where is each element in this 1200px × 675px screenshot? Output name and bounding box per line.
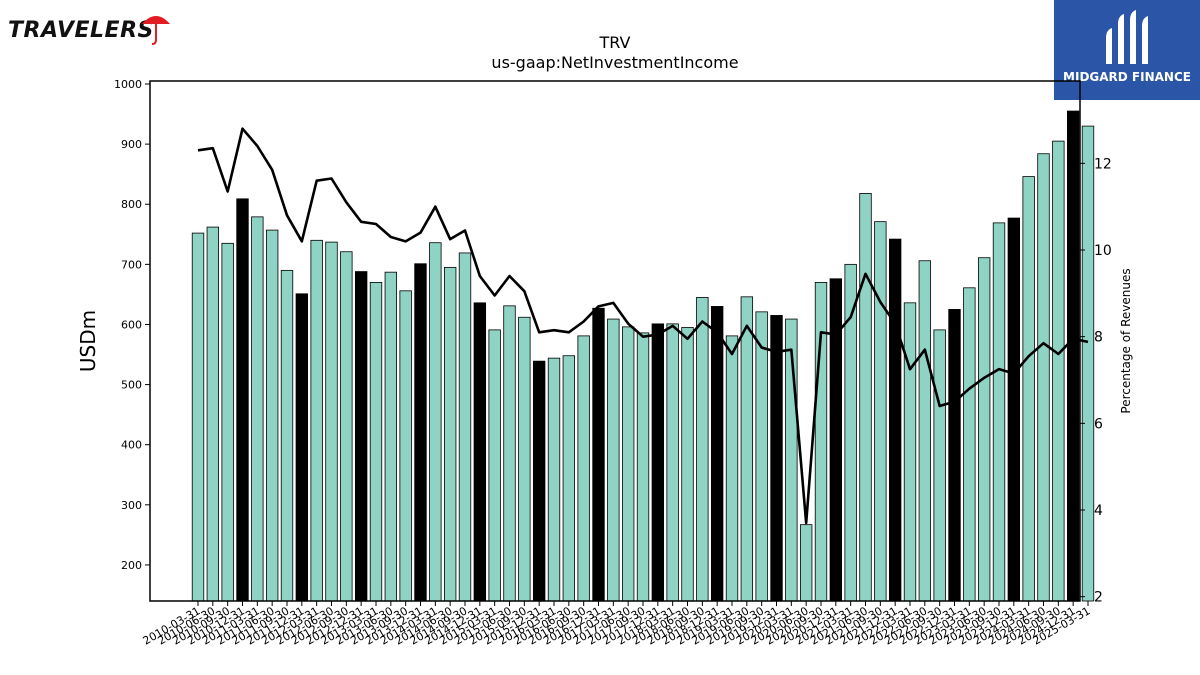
bar-2024-06-30 [1037, 153, 1050, 602]
bar-2019-03-31 [725, 335, 739, 602]
y2-tick-label-2: 2 [1094, 590, 1103, 606]
bar-2010-12-31 [236, 198, 249, 602]
bar-2011-06-30 [265, 229, 279, 602]
bar-2015-03-31 [488, 329, 501, 602]
bar-2021-12-31 [888, 238, 902, 602]
bar-2013-09-30 [399, 290, 412, 602]
bar-2023-06-30 [977, 257, 991, 602]
midgard-finance-logo: MIDGARD FINANCE [1054, 0, 1200, 100]
bar-2020-06-30 [799, 524, 813, 602]
bar-2016-03-31 [547, 357, 561, 602]
bar-2015-09-30 [518, 316, 531, 602]
revenue-pct-polyline [197, 127, 1089, 525]
x-axis-ticks: 2010-03-312010-06-302010-09-302010-12-31… [141, 601, 1093, 648]
bar-2016-09-30 [577, 335, 590, 602]
bar-2011-12-31 [295, 293, 309, 602]
bar-2022-06-30 [918, 260, 932, 602]
bar-2024-12-31 [1066, 110, 1080, 602]
bar-2011-03-31 [251, 216, 264, 602]
y2-tick-label-10: 10 [1094, 243, 1112, 259]
bar-2024-03-31 [1022, 176, 1035, 602]
y-tick-label-900: 900 [121, 138, 142, 151]
bar-2023-09-30 [992, 222, 1006, 602]
bar-2015-06-30 [503, 305, 516, 602]
bar-2014-12-31 [473, 302, 487, 602]
y-tick-label-500: 500 [121, 379, 142, 392]
y2-tick-label-4: 4 [1094, 503, 1103, 519]
bar-2022-03-31 [903, 302, 917, 602]
bar-2013-03-31 [369, 281, 383, 602]
y2-axis-label: Percentage of Revenues [1119, 268, 1133, 413]
bar-2024-09-30 [1052, 140, 1065, 602]
bar-2018-06-30 [681, 327, 694, 602]
chart-title: TRV [599, 33, 631, 52]
bars [191, 110, 1095, 602]
bar-2018-09-30 [696, 297, 709, 602]
bar-2014-03-31 [429, 242, 442, 602]
y-axis-ticks: 200 300 400 500 600 700 800 900 1000 [114, 78, 150, 572]
bar-2019-06-30 [740, 296, 754, 602]
bar-2023-12-31 [1007, 217, 1021, 602]
revenue-pct-line [197, 127, 1089, 525]
bar-2012-12-31 [354, 271, 368, 602]
travelers-logo: TRAVELERS [8, 8, 178, 48]
y2-tick-label-12: 12 [1094, 156, 1112, 172]
bar-2015-12-31 [532, 360, 546, 602]
bar-2021-09-30 [874, 221, 887, 602]
bar-2010-06-30 [206, 226, 220, 602]
y2-tick-label-6: 6 [1094, 416, 1103, 432]
y-tick-label-200: 200 [121, 559, 142, 572]
bar-2012-09-30 [340, 251, 353, 602]
bar-2016-06-30 [562, 355, 576, 602]
y-axis-label: USDm [76, 310, 100, 372]
bar-2014-06-30 [443, 266, 457, 602]
bar-2014-09-30 [458, 252, 472, 602]
bar-2018-03-31 [666, 323, 679, 602]
bar-2023-03-31 [963, 287, 976, 602]
bar-2010-03-31 [191, 232, 205, 602]
bar-2010-09-30 [221, 242, 234, 602]
bar-2017-09-30 [636, 332, 650, 602]
bar-2020-12-31 [829, 278, 843, 602]
bar-2012-03-31 [310, 239, 323, 602]
bar-2022-12-31 [948, 309, 961, 602]
plot-frame [149, 80, 1081, 602]
midgard-logo-text: MIDGARD FINANCE [1063, 70, 1191, 84]
bar-2017-06-30 [621, 326, 635, 602]
bar-2020-09-30 [814, 281, 828, 602]
bar-2012-06-30 [325, 241, 338, 602]
bar-2022-09-30 [933, 329, 946, 602]
y-tick-label-300: 300 [121, 499, 142, 512]
chart-subtitle: us-gaap:NetInvestmentIncome [491, 53, 738, 72]
y-tick-label-800: 800 [121, 198, 142, 211]
y2-axis-ticks: 2 4 6 8 10 12 [1080, 156, 1112, 606]
bar-2019-12-31 [770, 315, 783, 602]
bar-2019-09-30 [755, 311, 768, 602]
bar-2018-12-31 [710, 306, 724, 602]
y-tick-label-400: 400 [121, 439, 142, 452]
bar-2017-03-31 [607, 318, 620, 602]
bar-2011-09-30 [280, 269, 294, 602]
midgard-emblem-icon [1106, 10, 1148, 64]
bar-2025-03-31 [1081, 125, 1095, 602]
bar-2016-12-31 [592, 307, 605, 602]
travelers-logo-text: TRAVELERS [8, 18, 154, 43]
bar-2021-06-30 [859, 193, 872, 602]
y-tick-label-700: 700 [121, 258, 142, 271]
bar-2013-12-31 [414, 263, 427, 602]
y-tick-label-600: 600 [121, 318, 142, 331]
y2-tick-label-8: 8 [1094, 330, 1103, 346]
bar-2013-06-30 [384, 271, 398, 602]
umbrella-icon [142, 16, 170, 45]
bar-2017-12-31 [651, 323, 665, 602]
y-tick-label-1000: 1000 [114, 78, 142, 91]
